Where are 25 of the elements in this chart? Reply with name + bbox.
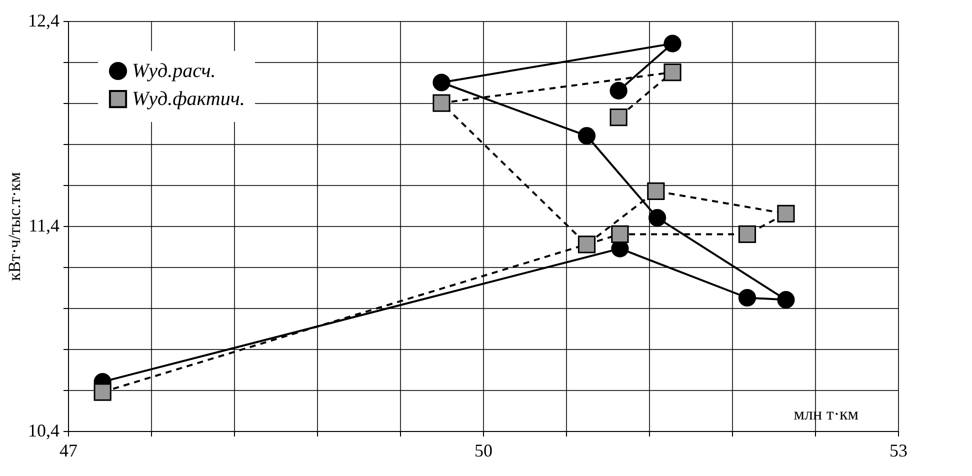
point [432, 94, 450, 112]
point [610, 108, 628, 126]
point [777, 291, 795, 309]
y-axis-title: кВт·ч/тыс.т·км [5, 172, 24, 281]
legend-label: Wуд.расч. [132, 60, 216, 82]
point [648, 209, 666, 227]
x-tick-label: 47 [60, 440, 78, 460]
point [610, 82, 628, 100]
point [432, 74, 450, 92]
legend-label: Wуд.фактич. [132, 88, 245, 110]
point [578, 127, 596, 145]
point [647, 182, 665, 200]
y-tick-label: 11,4 [28, 216, 60, 236]
x-tick-label: 50 [474, 440, 492, 460]
point [664, 63, 682, 82]
x-tick-label: 53 [890, 440, 908, 460]
y-tick-label: 10,4 [28, 420, 60, 440]
point [611, 225, 629, 244]
point [94, 383, 112, 401]
point [738, 225, 756, 244]
y-tick-label: 12,4 [28, 10, 60, 30]
point [664, 34, 682, 52]
point [777, 204, 795, 223]
point [578, 236, 596, 254]
point [738, 288, 756, 307]
